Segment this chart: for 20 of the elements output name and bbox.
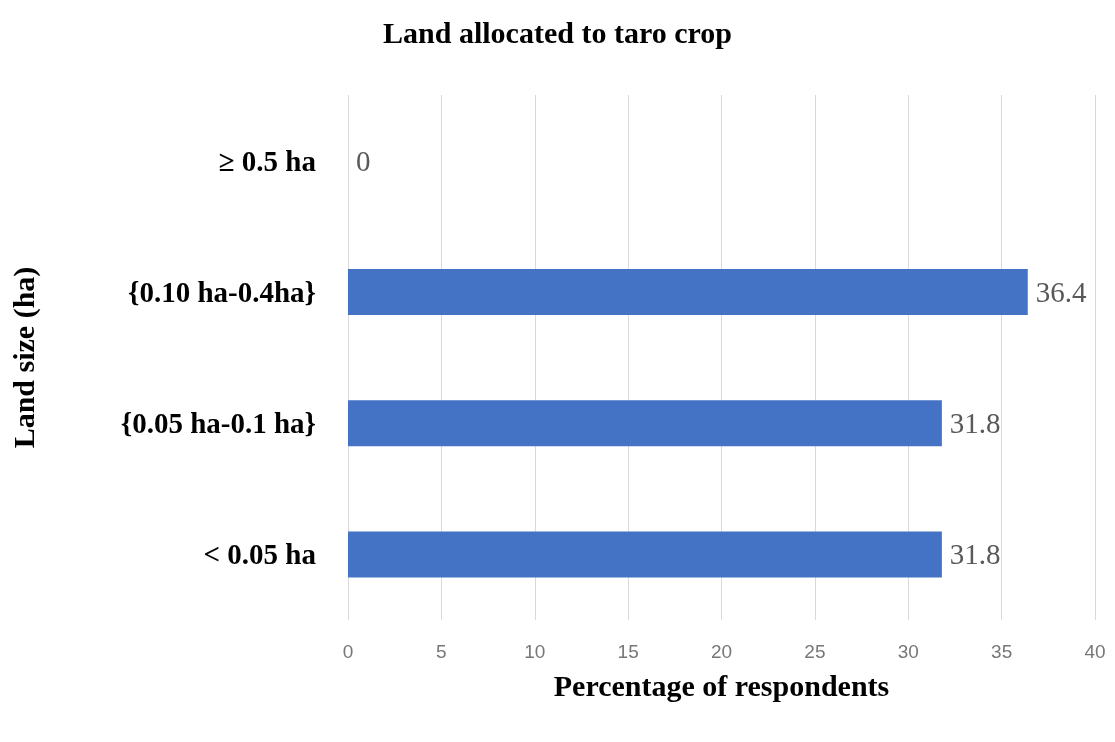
x-tick-label: 20: [710, 641, 733, 662]
x-tick-label: 0: [342, 641, 354, 662]
x-tick-label: 30: [897, 641, 919, 662]
x-tick-label: 40: [1084, 641, 1106, 662]
y-axis-title: Land size (ha): [6, 266, 41, 449]
x-tick-label: 10: [524, 641, 546, 662]
data-label: 0: [356, 144, 371, 177]
y-tick-label: ≥ 0.5 ha: [218, 144, 317, 177]
x-tick-label: 35: [991, 641, 1013, 662]
x-tick-label: 5: [436, 641, 447, 662]
data-label: 31.8: [949, 407, 1001, 440]
data-label: 36.4: [1035, 275, 1088, 308]
chart-title: Land allocated to taro crop: [383, 15, 732, 49]
x-tick-label: 25: [804, 641, 826, 662]
data-label: 31.8: [949, 538, 1001, 571]
x-axis-title: Percentage of respondents: [553, 668, 890, 702]
y-tick-label: {0.10 ha-0.4ha}: [127, 275, 316, 308]
x-tick-label: 15: [617, 641, 639, 662]
y-tick-label: {0.05 ha-0.1 ha}: [120, 407, 316, 440]
y-tick-label: < 0.05 ha: [203, 538, 317, 571]
